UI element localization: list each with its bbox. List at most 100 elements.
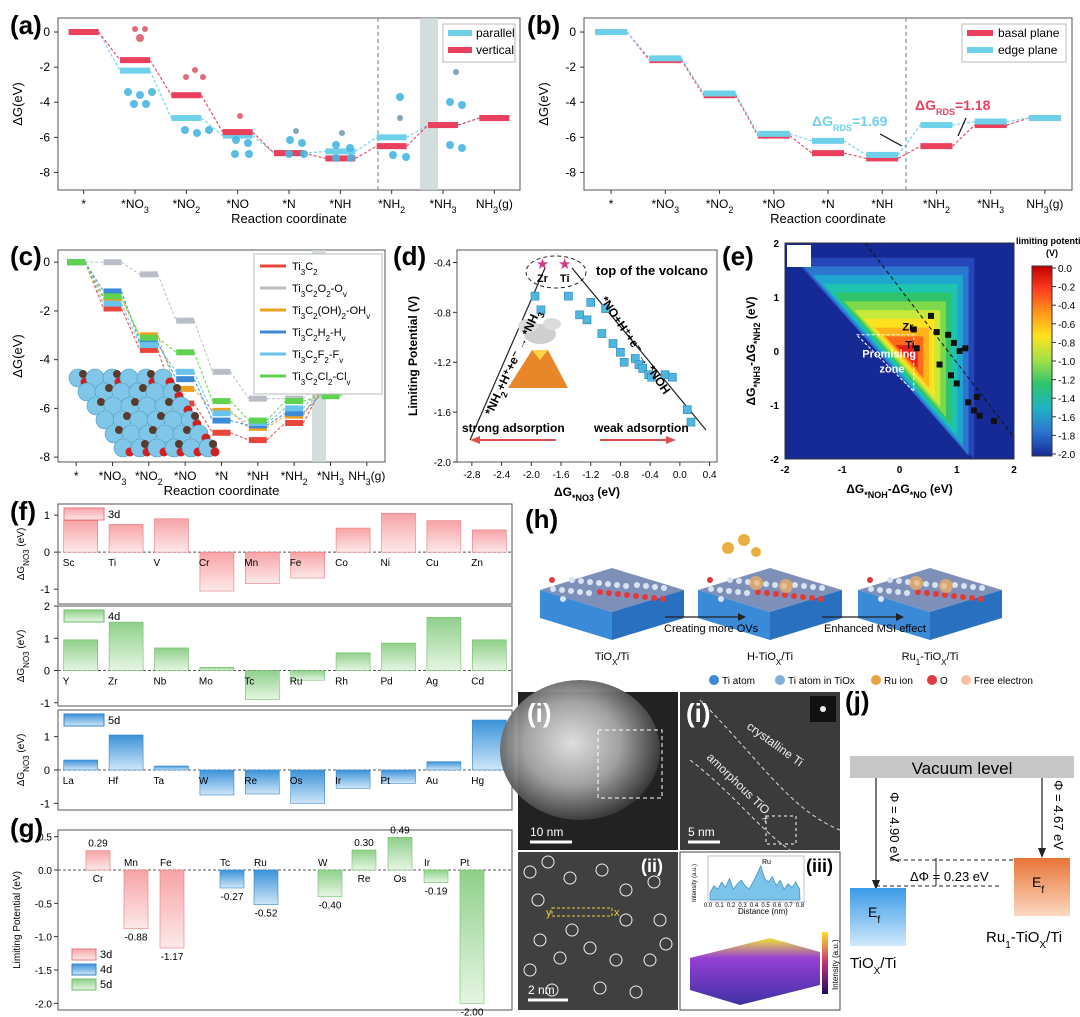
data-point — [965, 399, 972, 406]
bar-category-label: Pd — [381, 677, 393, 688]
bar-category-label: Pt — [460, 858, 470, 869]
bar — [471, 529, 507, 553]
bar-category-label: Ru — [254, 858, 267, 869]
slab-label: Ru1-TiOX/Ti — [902, 651, 959, 667]
profile-tick-label: 0.8 — [796, 903, 805, 909]
y-tick-label: -4 — [39, 353, 50, 367]
colorbar-title: (V) — [1046, 248, 1058, 258]
surface-atom — [933, 591, 939, 597]
legend-marker — [961, 675, 971, 685]
c-atom — [175, 440, 183, 448]
energy-level-ti3c2f2-fv — [212, 410, 231, 417]
bar — [459, 869, 485, 1004]
surface-atom — [718, 596, 724, 602]
panel-label-j: (j) — [845, 686, 870, 716]
legend-marker — [709, 675, 719, 685]
bar — [245, 670, 280, 700]
energy-level-basal-plane — [974, 122, 1007, 129]
y-tick-label: 0 — [43, 25, 50, 39]
data-point — [564, 291, 573, 301]
x-tick-label: -2 — [781, 465, 790, 476]
connector-line — [84, 261, 105, 309]
y-tick-label: -0.4 — [434, 258, 452, 269]
connector-line — [843, 140, 867, 156]
energy-level-ti3c2 — [103, 305, 122, 312]
j-l1: TiOX/Ti — [850, 955, 896, 977]
y-tick-label: -6 — [39, 401, 50, 415]
x-tick-label: *NO2 — [706, 197, 734, 215]
connector-line — [897, 145, 921, 159]
bar-category-label: Ir — [335, 776, 342, 787]
i-int: Intensity (a.u.) — [692, 864, 698, 902]
energy-level-ti3c2f2-fv — [103, 300, 122, 307]
star-marker: ★ — [558, 256, 571, 273]
legend-marker — [927, 675, 937, 685]
surface-atom — [708, 586, 714, 592]
energy-level-ti3c2 — [212, 429, 231, 436]
j-phi2: Φ = 4.67 eV — [1051, 780, 1066, 850]
x-tick-label: 0.0 — [673, 470, 687, 481]
legend-label: O — [940, 676, 948, 687]
bar-row-5d: 1 0 -1 5d La Hf Ta W Re Os Ir Pt Au Hg ΔGNO3 (eV) — [16, 709, 513, 811]
bar — [423, 869, 449, 883]
ru-ion — [722, 542, 734, 554]
panel-label-c: (c) — [10, 241, 42, 271]
connector-line — [626, 31, 650, 59]
bar — [335, 527, 371, 553]
y-tick-label: 0 — [44, 765, 50, 777]
connector-line — [789, 133, 813, 142]
y-tick-label: -2 — [39, 304, 50, 318]
x-tick-label: * — [609, 197, 614, 211]
energy-level-ti3c2-oh-2-ohv — [176, 385, 195, 392]
annotation-arrow — [879, 133, 903, 147]
panel-label-g: (g) — [10, 813, 43, 843]
ru-atom-circle — [595, 863, 609, 877]
bar — [199, 769, 235, 796]
connector-line — [266, 415, 286, 429]
ru-atom-circle — [565, 923, 579, 937]
a-leg1: vertical — [476, 43, 514, 57]
surface-atom — [819, 585, 825, 591]
volcano-icon — [508, 318, 568, 388]
y-tick-label: -2.0 — [35, 999, 53, 1010]
bar — [154, 765, 189, 771]
connector-line — [230, 420, 249, 426]
bar — [108, 524, 144, 553]
connector-line — [230, 400, 250, 421]
data-point — [973, 393, 980, 400]
data-point — [582, 315, 592, 325]
x-tick-label: * — [74, 469, 79, 483]
bar-row-3d: 1 0 -1 3d Sc Ti V Cr Mn Fe Co Ni Cu Zn ΔGNO3 (eV) — [16, 503, 513, 605]
profile-tick-label: 0.3 — [738, 903, 747, 909]
energy-level-vertical — [120, 57, 150, 64]
i-s1: 10 nm — [530, 825, 563, 839]
x-tick-label: -1.2 — [582, 470, 600, 481]
slab-left — [698, 590, 770, 640]
connector-line — [355, 145, 377, 159]
electron-glow — [909, 576, 923, 590]
bar — [351, 849, 377, 871]
connector-line — [157, 344, 177, 373]
bar — [154, 518, 189, 553]
legend-swatch — [71, 948, 97, 961]
data-point — [616, 347, 625, 357]
bar — [426, 616, 462, 671]
connector-line — [252, 131, 275, 154]
x-tick-label: *NO3 — [651, 197, 679, 215]
surface-atom — [773, 591, 779, 597]
legend-label: Free electron — [974, 676, 1033, 687]
value-label: -0.88 — [125, 933, 148, 944]
ru-atom-circle — [545, 983, 559, 997]
zr-label: Zr — [902, 322, 914, 334]
surface-atom — [550, 586, 556, 592]
c-atom — [97, 398, 105, 406]
x-tick-label: *N — [282, 197, 295, 211]
y-axis-title: ΔG*NH3-ΔG*NH2 (eV) — [744, 297, 762, 406]
value-label: -1.17 — [161, 952, 184, 963]
ru-atom-circle — [643, 953, 657, 967]
energy-level-ti3c2o2-ov — [176, 317, 195, 324]
x-tick-label: *NH3 — [317, 469, 344, 487]
surface-atom — [605, 581, 611, 587]
surface-atom — [801, 583, 807, 589]
energy-level-ti3c2o2-ov — [248, 395, 267, 402]
